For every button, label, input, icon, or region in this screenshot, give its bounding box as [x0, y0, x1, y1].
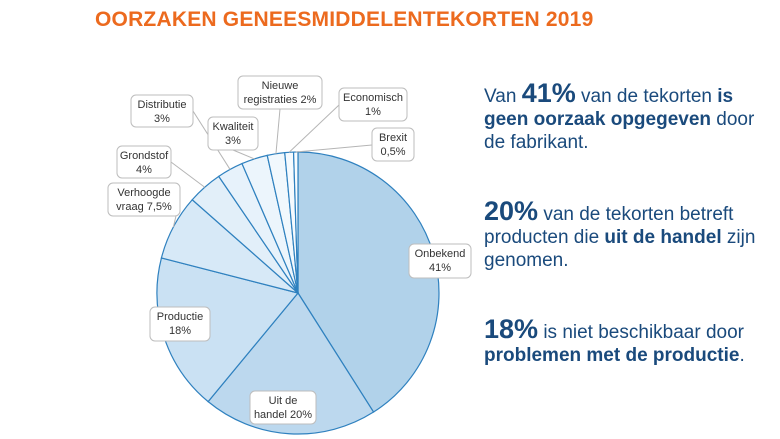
callout-leader-line — [288, 104, 340, 153]
callout-leader-line — [232, 149, 255, 160]
pie-callouts: Onbekend 41% Uit de handel 20% Productie 18% V… — [107, 75, 472, 425]
callout-box — [107, 182, 181, 217]
callout-label: Onbekend — [415, 248, 466, 260]
callout-label: Nieuwe — [262, 80, 299, 92]
callout-box — [371, 127, 415, 162]
callout-kwaliteit: Kwaliteit 3% — [207, 116, 259, 160]
callout-box — [338, 87, 408, 122]
callout-label: registraties 2% — [244, 94, 317, 106]
callout-label: 0,5% — [380, 146, 405, 158]
callout-box — [237, 75, 323, 110]
callout-label: 3% — [154, 113, 170, 125]
callout-leader-line — [275, 108, 281, 154]
callout-label: vraag 7,5% — [116, 201, 172, 213]
callout-label: 18% — [169, 325, 191, 337]
callout-label: Verhoogde — [117, 187, 170, 199]
callout-box — [116, 145, 172, 179]
callout-productie: Productie 18% — [149, 306, 211, 342]
callout-label: Grondstof — [120, 150, 169, 162]
callout-label: 4% — [136, 164, 152, 176]
callout-label: 1% — [365, 106, 381, 118]
callout-label: Kwaliteit — [213, 121, 254, 133]
fact-production: 18% is niet beschikbaar door problemen m… — [484, 314, 745, 367]
callout-box — [408, 243, 472, 279]
callout-brexit: Brexit 0,5% — [295, 127, 415, 162]
callout-grondstof: Grondstof 4% — [116, 145, 206, 188]
callout-label: Economisch — [343, 92, 403, 104]
callout-label: Distributie — [138, 99, 187, 111]
callout-leader-line — [295, 144, 373, 153]
callout-label: handel 20% — [254, 409, 312, 421]
callout-box — [249, 390, 317, 425]
callout-box — [207, 116, 259, 151]
fact-unknown-cause: Van 41% van de tekorten is geen oorzaak … — [484, 78, 755, 154]
callout-onbekend: Onbekend 41% — [408, 243, 472, 279]
callout-economisch: Economisch 1% — [288, 87, 408, 153]
callout-label: 3% — [225, 135, 241, 147]
callout-label: 41% — [429, 262, 451, 274]
callout-leader-line — [170, 161, 206, 188]
callout-verhoogde-vraag: Verhoogde vraag 7,5% — [107, 182, 181, 228]
callout-box — [130, 94, 194, 128]
pie-slice-uit-de-handel — [207, 291, 375, 435]
callout-uit-de-handel: Uit de handel 20% — [249, 390, 317, 425]
chart-title: OORZAKEN GENEESMIDDELENTEKORTEN 2019 — [95, 8, 594, 31]
callout-label: Uit de — [269, 395, 298, 407]
fact-withdrawn: 20% van de tekorten betreft producten di… — [484, 196, 756, 272]
callout-label: Productie — [157, 311, 203, 323]
callout-box — [149, 306, 211, 342]
callout-nieuwe-registraties: Nieuwe registraties 2% — [237, 75, 323, 154]
callout-label: Brexit — [379, 132, 407, 144]
